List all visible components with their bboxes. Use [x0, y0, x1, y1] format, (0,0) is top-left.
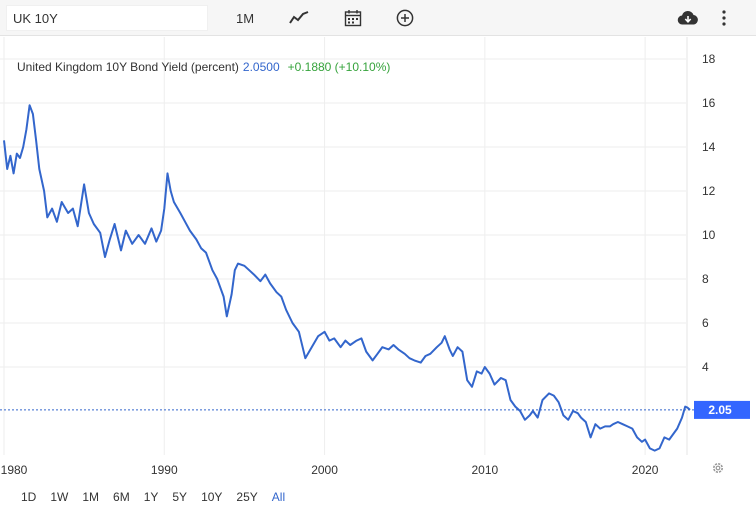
range-button-1m[interactable]: 1M — [82, 490, 100, 504]
y-tick-label: 12 — [702, 184, 716, 198]
line-style-button[interactable] — [286, 6, 312, 30]
calendar-icon — [344, 10, 362, 27]
y-tick-label: 10 — [702, 228, 716, 242]
more-vertical-icon — [722, 10, 726, 26]
instrument-name: United Kingdom 10Y Bond Yield (percent) — [17, 60, 239, 74]
x-tick-label: 1980 — [1, 463, 28, 477]
line-style-icon — [289, 11, 309, 24]
range-selector: 1D 1W 1M 6M 1Y 5Y 10Y 25Y All — [0, 486, 756, 508]
chart-toolbar: 1M — [0, 0, 756, 36]
y-tick-label: 6 — [702, 316, 709, 330]
current-value: 2.0500 — [242, 60, 280, 74]
yield-series-line — [3, 104, 691, 452]
range-button-25y[interactable]: 25Y — [236, 490, 258, 504]
range-button-1w[interactable]: 1W — [50, 490, 69, 504]
x-tick-label: 2020 — [632, 463, 659, 477]
range-button-1d[interactable]: 1D — [21, 490, 37, 504]
chart-header: United Kingdom 10Y Bond Yield (percent) 2… — [17, 60, 390, 74]
y-tick-label: 18 — [702, 52, 716, 66]
range-button-6m[interactable]: 6M — [113, 490, 130, 504]
y-tick-label: 4 — [702, 360, 709, 374]
last-value-label: 2.05 — [708, 403, 732, 417]
chart-grid — [0, 37, 688, 455]
add-icon — [396, 9, 414, 27]
period-button[interactable]: 1M — [232, 6, 258, 30]
y-tick-label: 14 — [702, 140, 716, 154]
last-value-badge: 2.05 — [694, 400, 750, 419]
add-comparison-button[interactable] — [392, 6, 418, 30]
download-cloud-icon — [677, 10, 698, 25]
symbol-input[interactable] — [6, 5, 208, 31]
x-tick-label: 2000 — [311, 463, 338, 477]
x-tick-label: 2010 — [471, 463, 498, 477]
download-button[interactable] — [675, 6, 701, 30]
period-label: 1M — [235, 10, 255, 26]
range-button-10y[interactable]: 10Y — [201, 490, 223, 504]
y-tick-label: 8 — [702, 272, 709, 286]
range-button-all[interactable]: All — [271, 490, 286, 504]
more-options-button[interactable] — [715, 6, 733, 30]
range-button-1y[interactable]: 1Y — [143, 490, 159, 504]
price-change: +0.1880 (+10.10%) — [287, 60, 391, 74]
x-axis: 1980 1990 2000 2010 2020 — [1, 463, 659, 477]
date-range-button[interactable] — [340, 6, 366, 30]
x-tick-label: 1990 — [151, 463, 178, 477]
y-tick-label: 16 — [702, 96, 716, 110]
yield-chart[interactable]: 1980 1990 2000 2010 2020 4 6 8 10 12 14 16 18 2.05 — [0, 37, 756, 486]
range-button-5y[interactable]: 5Y — [172, 490, 188, 504]
y-axis: 4 6 8 10 12 14 16 18 — [702, 52, 716, 374]
settings-gear-icon[interactable] — [711, 461, 725, 475]
